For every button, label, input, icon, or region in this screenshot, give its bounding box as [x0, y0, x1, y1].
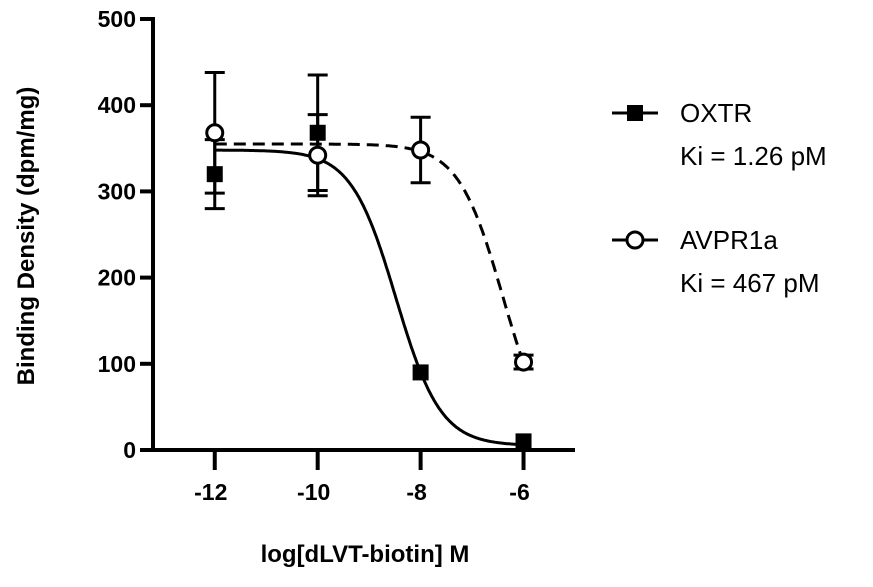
legend-ki-avpr1a: Ki = 467 pM	[680, 268, 819, 298]
y-tick-label: 100	[98, 351, 136, 377]
data-points	[204, 70, 534, 450]
x-tick-label: -8	[406, 479, 427, 505]
legend-item-avpr1a: AVPR1a Ki = 467 pM	[612, 225, 819, 298]
y-tick-label: 400	[98, 92, 136, 118]
y-tick-label: 0	[123, 437, 136, 463]
y-tick-label: 200	[98, 265, 136, 291]
data-point-circle	[411, 140, 431, 160]
x-axis-label: log[dLVT-biotin] M	[261, 541, 470, 568]
legend-square-marker	[627, 105, 643, 121]
data-point-square	[515, 433, 532, 450]
y-tick-label: 500	[98, 6, 136, 32]
fit-curve-oxtr	[214, 148, 524, 447]
legend-label-oxtr: OXTR	[680, 98, 752, 128]
x-tick-label: -12	[194, 479, 227, 505]
legend-circle-marker	[625, 230, 645, 250]
legend-item-oxtr: OXTR Ki = 1.26 pM	[612, 98, 827, 171]
data-point-circle	[308, 145, 328, 165]
y-axis-label: Binding Density (dpm/mg)	[13, 87, 40, 386]
data-point-square	[412, 364, 429, 381]
x-tick-label: -10	[297, 479, 330, 505]
data-point-circle	[514, 352, 534, 372]
legend-ki-oxtr: Ki = 1.26 pM	[680, 141, 827, 171]
legend: OXTR Ki = 1.26 pM AVPR1a Ki = 467 pM	[612, 98, 827, 298]
fit-curve-avpr1a	[214, 142, 525, 364]
x-tick-label: -6	[509, 479, 529, 505]
data-point-circle	[205, 123, 225, 143]
legend-label-avpr1a: AVPR1a	[680, 225, 778, 255]
fit-curves	[214, 142, 525, 447]
y-tick-label: 300	[98, 178, 136, 204]
axes: 0 100 200 300 400 500 -12 -10 -8 -6	[98, 6, 575, 505]
